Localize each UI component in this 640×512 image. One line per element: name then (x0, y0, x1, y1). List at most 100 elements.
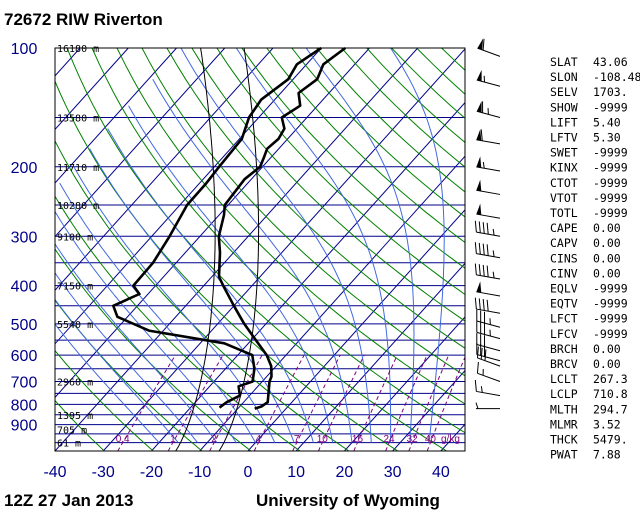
height-label: 13580 m (57, 113, 99, 124)
index-value: -9999 (593, 191, 628, 205)
pressure-tick-label: 400 (11, 279, 38, 296)
wind-barb-feather (486, 222, 489, 235)
reference-curve (175, 48, 216, 451)
index-value: 43.06 (593, 55, 628, 69)
sounding-traces (112, 46, 347, 410)
isotherm-line (55, 48, 226, 238)
moist-adiabat (390, 48, 445, 443)
wind-barb-half-feather (492, 271, 495, 279)
index-name: PWAT (550, 448, 578, 462)
index-value: -9999 (593, 206, 628, 220)
wind-barb-half-feather (475, 402, 479, 409)
wind-barb-feather (484, 349, 487, 361)
index-name: EQLV (550, 282, 578, 296)
wind-barb-staff (476, 139, 501, 145)
index-value: 5.30 (593, 131, 621, 145)
isotherm-line (199, 155, 465, 451)
wind-barb (476, 179, 501, 195)
wind-barb-feather (480, 129, 483, 141)
index-value: 5.40 (593, 115, 621, 129)
wind-barb-feather (486, 244, 489, 256)
wind-barb-feather (474, 242, 477, 254)
index-value: -108.48 (593, 70, 640, 84)
dry-adiabat (191, 48, 465, 322)
wind-barb-feather (476, 346, 479, 358)
moist-adiabat (89, 148, 295, 443)
wind-barb-feather (482, 243, 485, 256)
dewpoint-trace (112, 46, 322, 409)
moist-adiabat (55, 323, 160, 443)
height-label: 5540 m (57, 320, 93, 331)
dry-adiabat (55, 349, 154, 451)
index-name: THCK (550, 433, 578, 447)
wind-barb-feather (480, 347, 483, 360)
dry-adiabat (55, 248, 252, 451)
temperature-trace (217, 46, 347, 410)
index-name: SLAT (550, 55, 578, 69)
temperature-tick-label: -10 (188, 464, 211, 481)
index-name: EQTV (550, 297, 578, 311)
isotherm-line (55, 48, 129, 131)
dry-adiabat (291, 48, 465, 218)
isotherm-line (55, 48, 177, 184)
height-label: 1395 m (57, 411, 93, 422)
index-value: 3.52 (593, 417, 621, 431)
mixing-ratio-label: 40 (425, 434, 437, 445)
index-name: CTOT (550, 176, 578, 190)
wind-barb-staff (477, 47, 501, 57)
mixing-ratio-line (317, 354, 365, 451)
index-name: LIFT (550, 115, 578, 129)
isotherm-line (55, 48, 274, 291)
station-title: 72672 RIW Riverton (4, 10, 163, 29)
mixing-ratio-line (167, 354, 224, 451)
temperature-tick-label: -40 (43, 464, 66, 481)
isotherm-line (392, 369, 465, 451)
mixing-ratio-line (209, 354, 263, 451)
index-name: SWET (550, 146, 578, 160)
mixing-ratio-line (426, 355, 465, 451)
index-name: CAPE (550, 221, 578, 235)
wind-barb-half-feather (482, 161, 485, 169)
moist-adiabat (55, 298, 179, 443)
wind-barb-staff (476, 390, 501, 397)
wind-barb-feather (478, 264, 481, 276)
index-name: CAPV (550, 236, 578, 250)
moist-adiabat (128, 105, 334, 443)
wind-barb (476, 320, 501, 340)
moist-adiabat (55, 242, 218, 443)
index-value: -9999 (593, 312, 628, 326)
wind-barb-feather (474, 263, 477, 275)
index-value: 0.00 (593, 221, 621, 235)
wind-barb-feather (474, 297, 477, 310)
pressure-tick-label: 700 (11, 375, 38, 392)
wind-barb (477, 38, 501, 57)
height-label: 705 m (57, 425, 87, 436)
wind-barb-staff (476, 166, 501, 172)
index-name: KINX (550, 161, 578, 175)
wind-barb-staff (476, 253, 501, 259)
wind-barb-half-feather (480, 386, 483, 393)
dry-adiabat (141, 48, 465, 377)
dry-adiabat (55, 195, 301, 451)
temperature-tick-label: -20 (140, 464, 163, 481)
mixing-ratio-line (353, 354, 398, 451)
index-name: LCLT (550, 372, 578, 386)
wind-barb-feather (474, 380, 477, 392)
index-value: 5479. (593, 433, 628, 447)
temperature-tick-label: 20 (336, 464, 354, 481)
isotherm-line (344, 316, 465, 451)
wind-barbs (474, 38, 501, 410)
index-value: 7.88 (593, 448, 621, 462)
isotherm-line (151, 101, 465, 451)
index-value: 1703. (593, 85, 628, 99)
index-name: SELV (550, 85, 578, 99)
index-name: LFCT (550, 312, 578, 326)
mixing-ratio-label: g/kg (441, 434, 460, 445)
moist-adiabat (107, 128, 314, 443)
moist-adiabat (59, 182, 256, 443)
wind-barb-staff (476, 189, 501, 195)
mixing-ratio-label: 32 (407, 434, 419, 445)
index-value: -9999 (593, 146, 628, 160)
index-value: -9999 (593, 161, 628, 175)
height-label: 2960 m (57, 378, 93, 389)
